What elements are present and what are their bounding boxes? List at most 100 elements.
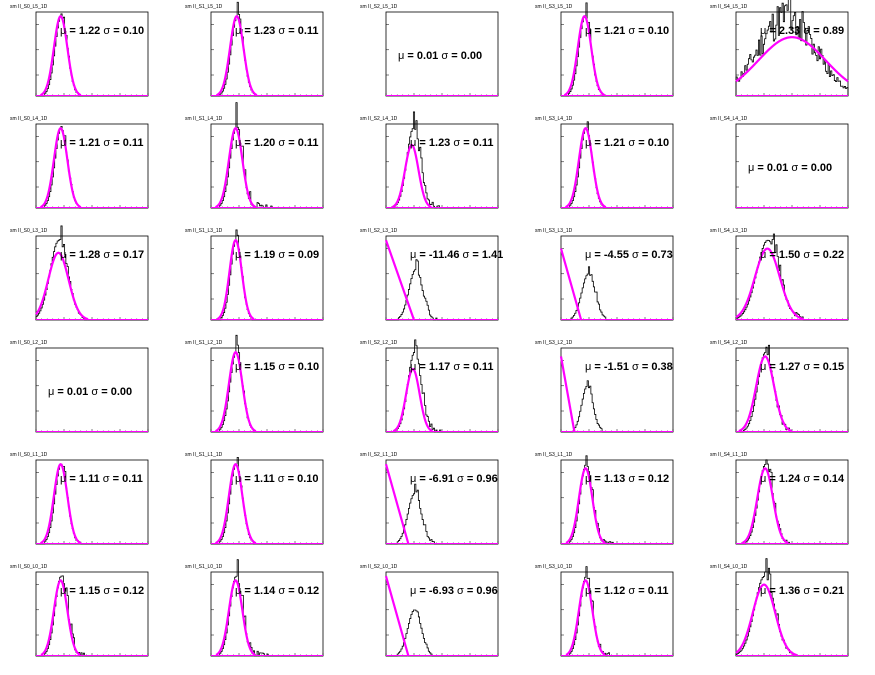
mu-symbol: μ <box>60 249 67 261</box>
panel-title: sm II_S1_L4_1D <box>185 116 223 122</box>
histogram-panel: sm II_S3_L0_1D μ = 1.12 σ = 0.11 <box>525 560 700 672</box>
fit-curve <box>384 575 410 657</box>
fit-stats-label: μ = -11.46 σ = 1.41 <box>410 249 503 261</box>
mu-symbol: μ <box>235 585 242 597</box>
sigma-equals: = <box>463 585 477 597</box>
panel-title: sm II_S4_L4_1D <box>710 116 748 122</box>
panel-title: sm II_S4_L1_1D <box>710 452 748 458</box>
sigma-value: 0.17 <box>122 249 145 261</box>
mu-equals: = <box>241 585 254 597</box>
sigma-equals: = <box>448 50 461 62</box>
histogram-bars <box>211 559 323 657</box>
mu-symbol: μ <box>585 249 592 261</box>
sigma-value: 0.10 <box>647 137 670 149</box>
mu-symbol: μ <box>748 162 755 174</box>
fit-curve <box>735 583 798 657</box>
fit-stats-label: μ = 1.36 σ = 0.21 <box>760 585 844 597</box>
sigma-equals: = <box>810 585 823 597</box>
sigma-equals: = <box>285 585 298 597</box>
mu-equals: = <box>66 473 79 485</box>
fit-stats-label: μ = 1.21 σ = 0.11 <box>60 137 144 149</box>
mu-equals: = <box>754 162 767 174</box>
histogram-plot <box>735 123 849 209</box>
sigma-value: 0.00 <box>110 386 133 398</box>
sigma-symbol: σ <box>628 249 639 261</box>
fit-stats-label: μ = 1.11 σ = 0.10 <box>235 473 319 485</box>
histogram-panel: sm II_S1_L5_1D μ = 1.23 σ = 0.11 <box>175 0 350 112</box>
sigma-value: 1.41 <box>481 249 504 261</box>
mu-symbol: μ <box>585 25 592 37</box>
panel-title: sm II_S3_L0_1D <box>535 564 573 570</box>
fit-curve <box>40 14 82 97</box>
panel-title: sm II_S3_L3_1D <box>535 228 573 234</box>
sigma-value: 0.12 <box>297 585 320 597</box>
sigma-symbol: σ <box>800 249 811 261</box>
sigma-symbol: σ <box>275 585 286 597</box>
histogram-panel: sm II_S1_L4_1D μ = 1.20 σ = 0.11 <box>175 102 350 224</box>
sigma-symbol: σ <box>275 361 286 373</box>
histogram-bars <box>736 344 848 433</box>
mu-symbol: μ <box>398 50 405 62</box>
sigma-equals: = <box>463 473 477 485</box>
mu-equals: = <box>591 361 604 373</box>
histogram-plot <box>210 229 324 321</box>
fit-curve <box>565 467 606 544</box>
histogram-plot <box>35 225 149 321</box>
histogram-panel: sm II_S2_L0_1D μ = -6.93 σ = 0.96 <box>350 560 525 672</box>
fit-stats-label: μ = 1.27 σ = 0.15 <box>760 361 844 373</box>
histogram-plot <box>384 571 499 657</box>
sigma-equals: = <box>810 473 823 485</box>
mu-equals: = <box>766 25 779 37</box>
fit-curve <box>384 463 410 545</box>
sigma-value: 0.10 <box>297 361 320 373</box>
sigma-equals: = <box>810 249 823 261</box>
panel-title: sm II_S4_L2_1D <box>710 340 748 346</box>
fit-stats-label: μ = 1.15 σ = 0.12 <box>60 585 144 597</box>
mu-equals: = <box>416 249 429 261</box>
mu-equals: = <box>591 137 604 149</box>
mu-value: -11.46 <box>428 249 460 261</box>
mu-symbol: μ <box>760 249 767 261</box>
fit-curve <box>738 355 792 433</box>
sigma-equals: = <box>635 137 648 149</box>
fit-stats-label: μ = -1.51 σ = 0.38 <box>585 361 673 373</box>
sigma-equals: = <box>638 249 652 261</box>
histogram-bars <box>35 225 148 321</box>
sigma-symbol: σ <box>788 162 799 174</box>
mu-value: -6.91 <box>428 473 454 485</box>
histogram-panel: sm II_S2_L1_1D μ = -6.91 σ = 0.96 <box>350 448 525 560</box>
histogram-plot <box>385 339 499 433</box>
mu-equals: = <box>416 361 429 373</box>
panel-title: sm II_S1_L0_1D <box>185 564 223 570</box>
histogram-plot <box>385 111 499 209</box>
mu-value: 1.27 <box>778 361 801 373</box>
fit-curve <box>216 238 255 321</box>
fit-stats-label: μ = 1.24 σ = 0.14 <box>760 473 844 485</box>
mu-value: 1.15 <box>78 585 101 597</box>
sigma-symbol: σ <box>100 585 111 597</box>
fit-curve <box>565 579 606 656</box>
mu-equals: = <box>66 137 79 149</box>
mu-symbol: μ <box>60 473 67 485</box>
sigma-equals: = <box>285 249 298 261</box>
fit-curve <box>215 350 257 433</box>
sigma-value: 0.21 <box>822 585 845 597</box>
histogram-bars <box>735 558 848 657</box>
sigma-value: 0.10 <box>647 25 670 37</box>
histogram-plot <box>735 344 849 433</box>
mu-value: 1.12 <box>603 585 626 597</box>
fit-stats-label: μ = -6.91 σ = 0.96 <box>410 473 498 485</box>
fit-stats-label: μ = 1.14 σ = 0.12 <box>235 585 319 597</box>
mu-equals: = <box>416 137 429 149</box>
histogram-panel: sm II_S1_L1_1D μ = 1.11 σ = 0.10 <box>175 448 350 560</box>
histogram-plot <box>35 123 149 209</box>
mu-value: 0.01 <box>766 162 789 174</box>
mu-value: 1.24 <box>778 473 801 485</box>
sigma-symbol: σ <box>800 25 811 37</box>
sigma-equals: = <box>798 162 811 174</box>
histogram-panel: sm II_S1_L2_1D μ = 1.15 σ = 0.10 <box>175 334 350 448</box>
sigma-symbol: σ <box>453 585 464 597</box>
histogram-panel: sm II_S0_L0_1D μ = 1.15 σ = 0.12 <box>0 560 175 672</box>
sigma-symbol: σ <box>100 249 111 261</box>
